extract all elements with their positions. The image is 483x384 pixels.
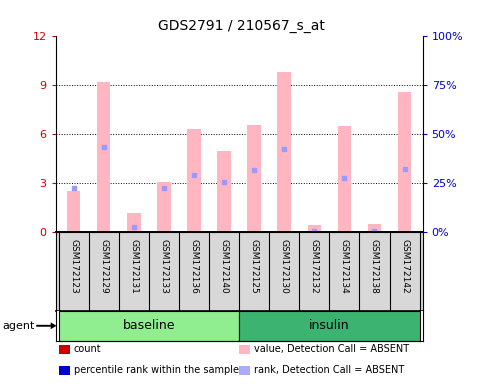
Text: GSM172123: GSM172123 — [69, 238, 78, 293]
Text: GSM172133: GSM172133 — [159, 238, 169, 293]
Text: rank, Detection Call = ABSENT: rank, Detection Call = ABSENT — [254, 365, 404, 376]
Bar — [247, 124, 261, 232]
Text: agent: agent — [2, 321, 35, 331]
Text: GSM172131: GSM172131 — [129, 238, 138, 293]
Text: GSM172132: GSM172132 — [310, 238, 319, 293]
Bar — [398, 92, 412, 232]
Text: GSM172134: GSM172134 — [340, 238, 349, 293]
Bar — [97, 82, 111, 232]
Text: value, Detection Call = ABSENT: value, Detection Call = ABSENT — [254, 344, 409, 354]
Bar — [217, 151, 231, 232]
Bar — [239, 311, 420, 341]
Bar — [308, 225, 321, 232]
Text: GSM172136: GSM172136 — [189, 238, 199, 293]
Bar — [277, 72, 291, 232]
Bar — [58, 311, 239, 341]
Text: GSM172140: GSM172140 — [220, 238, 228, 293]
Bar — [239, 366, 250, 375]
Text: GSM172130: GSM172130 — [280, 238, 289, 293]
Bar — [187, 129, 201, 232]
Text: baseline: baseline — [123, 319, 175, 332]
Bar — [59, 366, 70, 375]
Bar — [239, 345, 250, 354]
Text: GSM172129: GSM172129 — [99, 238, 108, 293]
Text: percentile rank within the sample: percentile rank within the sample — [74, 365, 239, 376]
Text: insulin: insulin — [309, 319, 350, 332]
Bar — [157, 182, 170, 232]
Text: GSM172138: GSM172138 — [370, 238, 379, 293]
Bar — [127, 213, 141, 232]
Text: count: count — [74, 344, 101, 354]
Bar — [67, 192, 80, 232]
Text: GDS2791 / 210567_s_at: GDS2791 / 210567_s_at — [158, 19, 325, 33]
Text: GSM172125: GSM172125 — [250, 238, 258, 293]
Bar — [338, 126, 351, 232]
Bar — [59, 345, 70, 354]
Text: GSM172142: GSM172142 — [400, 238, 409, 293]
Bar — [368, 224, 381, 232]
